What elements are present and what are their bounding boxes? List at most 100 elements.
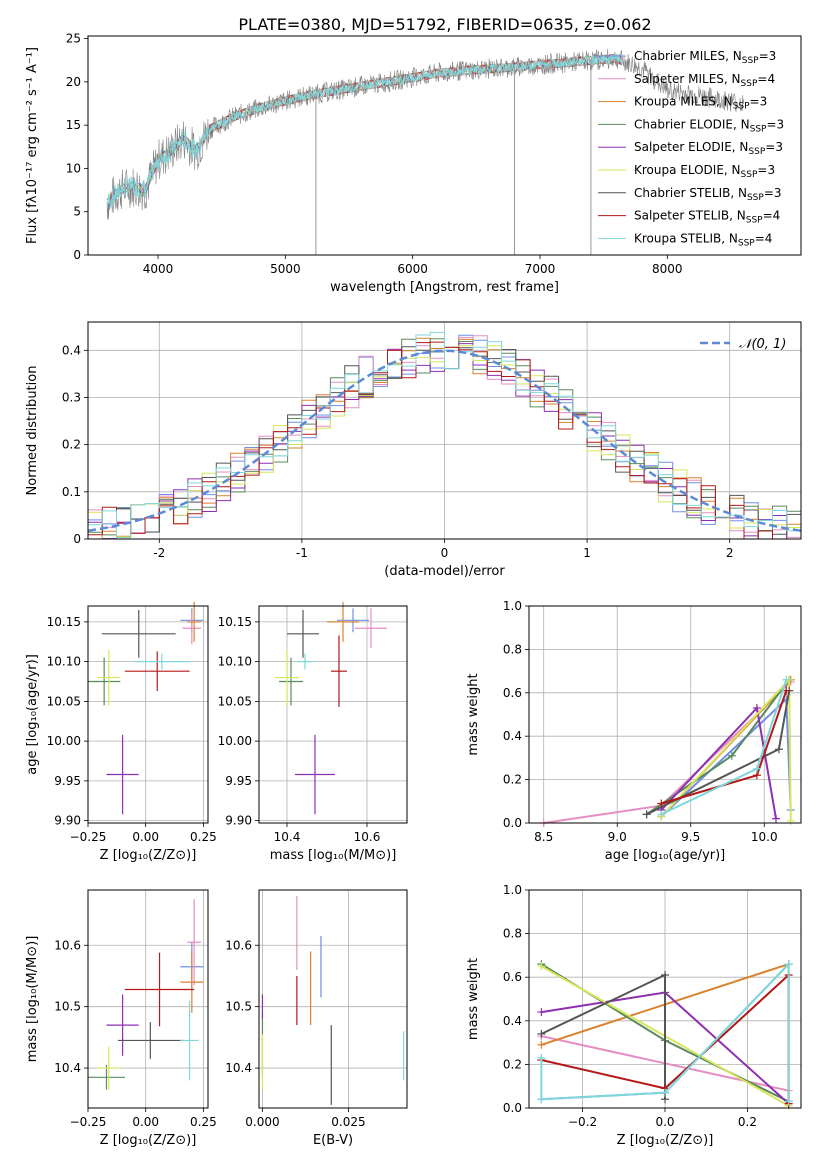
x-tick-label: 7000 — [525, 262, 556, 276]
mass-weight-marker — [661, 1088, 669, 1097]
y-axis-label: mass weight — [466, 958, 481, 1040]
spectrum-model-line — [106, 53, 623, 207]
y-tick-label: 0.0 — [503, 816, 522, 830]
x-tick-label: 0.25 — [190, 1115, 217, 1129]
x-tick-label: 0.0 — [655, 1115, 674, 1129]
x-axis-label: Z [log₁₀(Z/Z⊙)] — [100, 1133, 197, 1148]
legend-subscript: SSP — [741, 79, 758, 89]
residual-histogram — [88, 343, 801, 540]
legend-label: Salpeter MILES, NSSP=4 — [634, 72, 775, 89]
x-tick-label: 10.6 — [354, 830, 381, 844]
mass-weight-marker — [774, 745, 783, 754]
spectrum-model-line — [107, 54, 623, 202]
mass-weight-marker — [752, 764, 761, 773]
legend-subscript: SSP — [742, 56, 759, 66]
mass-weight-marker — [657, 799, 666, 808]
x-tick-label: 9.0 — [608, 830, 627, 844]
y-tick-label: 10.4 — [54, 1061, 81, 1075]
x-axis-label: wavelength [Angstrom, rest frame] — [330, 280, 559, 295]
mass-weight-marker — [727, 751, 736, 760]
y-tick-label: 10.4 — [225, 1061, 252, 1075]
y-tick-label: 9.95 — [225, 774, 252, 788]
mass-weight-line — [660, 697, 792, 818]
y-tick-label: 0.0 — [503, 1101, 522, 1115]
x-tick-label: 10.0 — [751, 830, 778, 844]
y-tick-label: 0.8 — [503, 927, 522, 941]
y-tick-label: 0.2 — [503, 773, 522, 787]
x-axis-label: E(B-V) — [313, 1133, 353, 1148]
y-tick-label: 0.6 — [503, 686, 522, 700]
panel-weight-vs-age: 8.5 9.0 9.5 10.0 0.0 0.2 0.4 0.6 0.8 1.0 age [log₁… — [466, 599, 802, 863]
mass-weight-line — [540, 973, 666, 1100]
x-tick-label: 0.025 — [331, 1115, 365, 1129]
y-tick-label: 0.1 — [62, 485, 81, 499]
x-tick-label: 0.000 — [245, 1115, 279, 1129]
mass-weight-marker — [786, 816, 795, 825]
mass-weight-marker — [642, 810, 651, 819]
x-tick-label: 4000 — [143, 262, 174, 276]
mass-weight-marker — [752, 703, 761, 712]
x-tick-label: 6000 — [397, 262, 428, 276]
y-tick-label: 20 — [66, 75, 81, 89]
legend-label: 𝒩(0, 1) — [739, 337, 786, 352]
x-axis-label: Z [log₁₀(Z/Z⊙)] — [617, 1133, 714, 1148]
spectrum-model-line — [107, 54, 623, 207]
panel-mass-vs-Z: −0.25 0.00 0.25 10.4 10.5 10.6 Z [log₁₀(Z/Z⊙)]… — [25, 889, 217, 1148]
figure-title: PLATE=0380, MJD=51792, FIBERID=0635, z=0… — [238, 15, 651, 34]
y-tick-label: 10.15 — [218, 615, 252, 629]
x-tick-label: 5000 — [270, 262, 301, 276]
x-axis-label: age [log₁₀(age/yr)] — [605, 848, 726, 863]
legend-subscript: SSP — [746, 216, 763, 226]
y-tick-label: 10.00 — [47, 734, 81, 748]
x-tick-label: 0.00 — [132, 1115, 159, 1129]
x-tick-label: −0.25 — [70, 1115, 107, 1129]
legend-suffix: =4 — [763, 209, 781, 223]
legend-suffix: =3 — [765, 140, 783, 154]
y-tick-label: 25 — [66, 32, 81, 46]
x-tick-label: 0.2 — [738, 1115, 757, 1129]
mass-weight-marker — [784, 1097, 793, 1106]
y-axis-label: Normed distribution — [25, 366, 40, 496]
y-tick-label: 10.5 — [225, 1000, 252, 1014]
y-tick-label: 10.6 — [54, 938, 81, 952]
axes-frame — [87, 321, 802, 540]
y-tick-label: 0.2 — [503, 1057, 522, 1071]
y-tick-label: 0.6 — [503, 970, 522, 984]
x-tick-label: 8000 — [652, 262, 683, 276]
mass-weight-marker — [657, 810, 666, 819]
legend-subscript: SSP — [748, 147, 765, 157]
x-axis-label: (data-model)/error — [384, 564, 505, 579]
y-tick-label: 9.90 — [225, 814, 252, 828]
x-tick-label: 2 — [726, 546, 734, 560]
y-tick-label: 1.0 — [503, 599, 522, 613]
spectrum-model-line — [106, 54, 623, 208]
mass-weight-marker — [784, 960, 793, 969]
y-axis-label: age [log₁₀(age/yr)] — [25, 654, 40, 775]
x-tick-label: 10.4 — [274, 830, 301, 844]
spectrum-model-line — [106, 53, 623, 204]
mass-weight-marker — [772, 814, 781, 823]
y-tick-label: 10 — [66, 161, 81, 175]
y-tick-label: 5 — [73, 205, 81, 219]
panel-weight-vs-Z: −0.2 0.0 0.2 0.0 0.2 0.4 0.6 0.8 1.0 Z [log₁₀(Z/Z… — [466, 883, 802, 1148]
panel-age-vs-Z: −0.25 0.00 0.25 9.90 9.95 10.00 10.05 10.10 10.1… — [25, 602, 217, 863]
legend-label: Salpeter STELIB, NSSP=4 — [634, 209, 780, 226]
chart-panels: 4000 5000 6000 7000 80000510152025wavelength… — [25, 32, 802, 1148]
mass-weight-marker — [537, 1095, 546, 1104]
y-axis-label: mass [log₁₀(M/M⊙)] — [25, 936, 40, 1063]
spectrum-model-line — [106, 54, 623, 201]
mass-weight-marker — [782, 675, 791, 684]
y-tick-label: 0.3 — [62, 390, 81, 404]
plot-area — [275, 602, 387, 815]
spectrum-legend: Chabrier MILES, NSSP=3 Salpeter MILES, NS… — [598, 49, 784, 248]
x-tick-label: 1 — [583, 546, 591, 560]
plot-area — [88, 602, 204, 815]
y-tick-label: 0.4 — [62, 343, 81, 357]
y-tick-label: 10.10 — [218, 655, 252, 669]
legend-suffix: =3 — [759, 49, 777, 63]
y-axis-label: Flux [fλ10⁻¹⁷ erg cm⁻² s⁻¹ A⁻¹] — [25, 47, 40, 244]
plot-area — [88, 899, 204, 1090]
axes-frame — [87, 35, 802, 256]
plot-area — [87, 331, 802, 540]
